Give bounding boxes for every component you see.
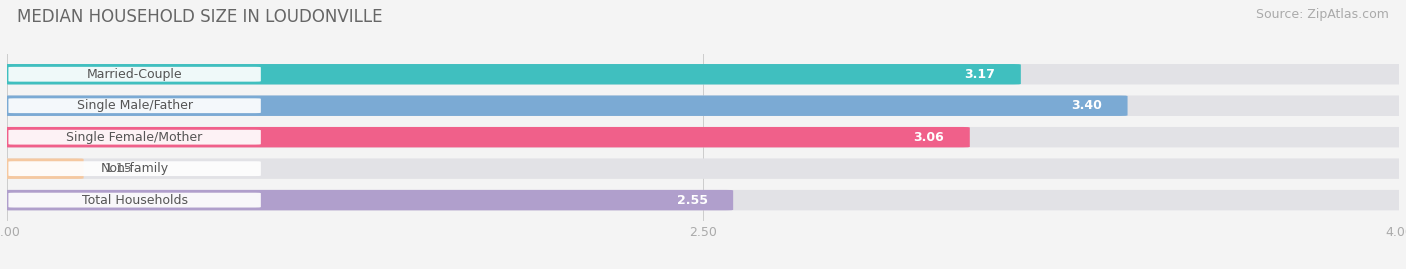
Text: 3.40: 3.40 bbox=[1071, 99, 1102, 112]
Text: 2.55: 2.55 bbox=[676, 194, 707, 207]
FancyBboxPatch shape bbox=[8, 193, 262, 207]
FancyBboxPatch shape bbox=[8, 161, 262, 176]
Text: MEDIAN HOUSEHOLD SIZE IN LOUDONVILLE: MEDIAN HOUSEHOLD SIZE IN LOUDONVILLE bbox=[17, 8, 382, 26]
FancyBboxPatch shape bbox=[0, 95, 1128, 116]
FancyBboxPatch shape bbox=[8, 130, 262, 145]
Text: Total Households: Total Households bbox=[82, 194, 187, 207]
FancyBboxPatch shape bbox=[0, 64, 1021, 84]
Text: 3.17: 3.17 bbox=[965, 68, 995, 81]
Text: Non-family: Non-family bbox=[101, 162, 169, 175]
FancyBboxPatch shape bbox=[0, 95, 1406, 116]
FancyBboxPatch shape bbox=[8, 98, 262, 113]
Text: 3.06: 3.06 bbox=[914, 131, 945, 144]
FancyBboxPatch shape bbox=[8, 67, 262, 82]
Text: 1.15: 1.15 bbox=[104, 162, 132, 175]
FancyBboxPatch shape bbox=[0, 158, 1406, 179]
Text: Married-Couple: Married-Couple bbox=[87, 68, 183, 81]
FancyBboxPatch shape bbox=[0, 158, 83, 179]
FancyBboxPatch shape bbox=[0, 190, 733, 210]
FancyBboxPatch shape bbox=[0, 127, 970, 147]
FancyBboxPatch shape bbox=[0, 127, 1406, 147]
Text: Single Male/Father: Single Male/Father bbox=[76, 99, 193, 112]
Text: Source: ZipAtlas.com: Source: ZipAtlas.com bbox=[1256, 8, 1389, 21]
Text: Single Female/Mother: Single Female/Mother bbox=[66, 131, 202, 144]
FancyBboxPatch shape bbox=[0, 64, 1406, 84]
FancyBboxPatch shape bbox=[0, 190, 1406, 210]
